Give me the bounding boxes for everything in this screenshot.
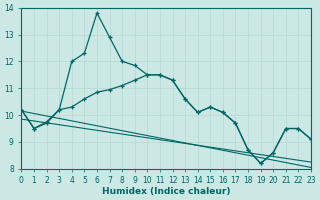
X-axis label: Humidex (Indice chaleur): Humidex (Indice chaleur) xyxy=(102,187,230,196)
